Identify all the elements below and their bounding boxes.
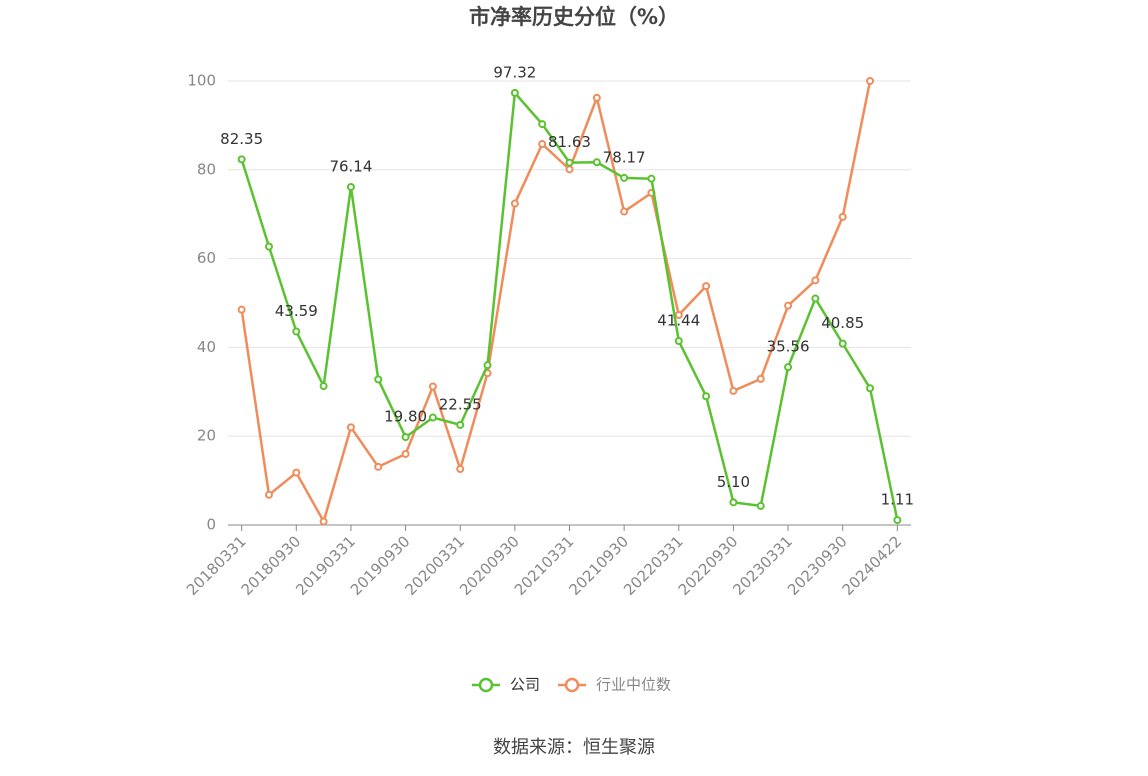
point bbox=[292, 327, 301, 336]
point bbox=[401, 449, 410, 458]
point bbox=[756, 374, 765, 383]
y-tick-label: 0 bbox=[206, 516, 216, 534]
point bbox=[538, 120, 547, 129]
point bbox=[729, 386, 738, 395]
series-line bbox=[240, 80, 872, 525]
legend-item: 公司 bbox=[472, 676, 540, 694]
point bbox=[838, 212, 847, 221]
point bbox=[510, 88, 519, 97]
y-tick-label: 100 bbox=[187, 72, 216, 90]
legend-label: 行业中位数 bbox=[596, 676, 671, 694]
point bbox=[237, 305, 246, 314]
point bbox=[374, 375, 383, 384]
legend-marker bbox=[478, 677, 494, 693]
point bbox=[702, 392, 711, 401]
point bbox=[538, 140, 547, 149]
point bbox=[674, 337, 683, 346]
point bbox=[456, 420, 465, 429]
legend-label: 公司 bbox=[510, 676, 540, 694]
point bbox=[893, 516, 902, 525]
point bbox=[592, 93, 601, 102]
point bbox=[319, 382, 328, 391]
value-label: 19.80 bbox=[384, 408, 427, 426]
value-label: 41.44 bbox=[657, 312, 700, 330]
point bbox=[319, 517, 328, 526]
value-label: 78.17 bbox=[603, 148, 646, 166]
point bbox=[401, 433, 410, 442]
value-label: 35.56 bbox=[767, 338, 810, 356]
point bbox=[510, 199, 519, 208]
value-label: 81.63 bbox=[548, 133, 591, 151]
point bbox=[264, 242, 273, 251]
point bbox=[838, 339, 847, 348]
point bbox=[866, 77, 875, 85]
point bbox=[647, 174, 656, 183]
point bbox=[483, 361, 492, 370]
point bbox=[592, 158, 601, 167]
value-label: 76.14 bbox=[329, 157, 372, 175]
point bbox=[784, 301, 793, 310]
value-label: 82.35 bbox=[220, 130, 263, 148]
legend-marker bbox=[564, 677, 580, 693]
y-tick-label: 20 bbox=[197, 427, 216, 445]
y-tick-label: 60 bbox=[197, 249, 216, 267]
point bbox=[346, 182, 355, 191]
point bbox=[565, 165, 574, 174]
y-tick-label: 40 bbox=[197, 338, 216, 356]
point bbox=[374, 462, 383, 471]
point bbox=[428, 413, 437, 422]
value-label: 1.11 bbox=[881, 491, 914, 509]
point bbox=[756, 501, 765, 510]
point bbox=[811, 294, 820, 303]
point bbox=[346, 423, 355, 432]
point bbox=[456, 465, 465, 474]
point bbox=[811, 276, 820, 285]
y-tick-label: 80 bbox=[197, 160, 216, 178]
value-label: 43.59 bbox=[275, 302, 318, 320]
point bbox=[264, 490, 273, 499]
source: 数据来源：恒生聚源 bbox=[493, 737, 655, 758]
point bbox=[620, 173, 629, 182]
legend-item: 行业中位数 bbox=[558, 676, 671, 694]
point bbox=[292, 468, 301, 477]
point bbox=[729, 498, 738, 507]
value-label: 22.55 bbox=[439, 395, 482, 413]
point bbox=[565, 158, 574, 167]
point bbox=[702, 282, 711, 291]
chart-title: 市净率历史分位（%） bbox=[469, 5, 679, 29]
point bbox=[784, 363, 793, 372]
value-label: 40.85 bbox=[821, 314, 864, 332]
value-label: 5.10 bbox=[717, 473, 750, 491]
point bbox=[866, 384, 875, 393]
value-label: 97.32 bbox=[493, 63, 536, 81]
x-tick-label: 20240422 bbox=[839, 532, 906, 599]
point bbox=[428, 382, 437, 391]
point bbox=[620, 207, 629, 216]
point bbox=[237, 155, 246, 164]
point bbox=[674, 310, 683, 319]
